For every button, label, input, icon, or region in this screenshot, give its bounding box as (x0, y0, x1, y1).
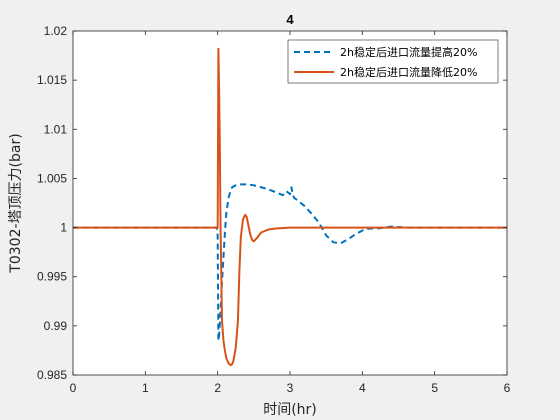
series-line-1 (73, 47, 507, 367)
x-tick-label: 2 (214, 381, 221, 395)
y-tick-label: 1.02 (44, 24, 68, 38)
x-tick-label: 5 (431, 381, 438, 395)
axes-box (72, 30, 508, 376)
legend: 2h稳定后进口流量提高20% 2h稳定后进口流量降低20% (287, 39, 499, 84)
legend-box (287, 39, 499, 84)
chart-title: 4 (286, 12, 294, 27)
legend-label-decrease: 2h稳定后进口流量降低20% (340, 65, 477, 79)
plot-area (73, 31, 507, 375)
x-tick-label: 4 (359, 381, 366, 395)
x-tick-label: 0 (70, 381, 77, 395)
x-tick-label: 1 (142, 381, 149, 395)
y-tick-label: 0.99 (44, 319, 68, 333)
y-tick-label: 1 (60, 221, 67, 235)
y-tick-label: 1.005 (37, 171, 67, 185)
series-layer (73, 47, 507, 367)
legend-label-increase: 2h稳定后进口流量提高20% (340, 45, 477, 59)
x-tick-label: 6 (504, 381, 511, 395)
y-tick-label: 1.01 (44, 122, 68, 136)
x-tick-label: 3 (287, 381, 294, 395)
series-line-0 (73, 183, 507, 342)
y-tick-label: 0.995 (37, 270, 67, 284)
x-axis-title: 时间(hr) (263, 402, 317, 418)
y-axis-title: T0302-塔顶压力(bar) (8, 133, 24, 273)
y-tick-label: 1.015 (37, 73, 67, 87)
y-tick-label: 0.985 (37, 368, 67, 382)
